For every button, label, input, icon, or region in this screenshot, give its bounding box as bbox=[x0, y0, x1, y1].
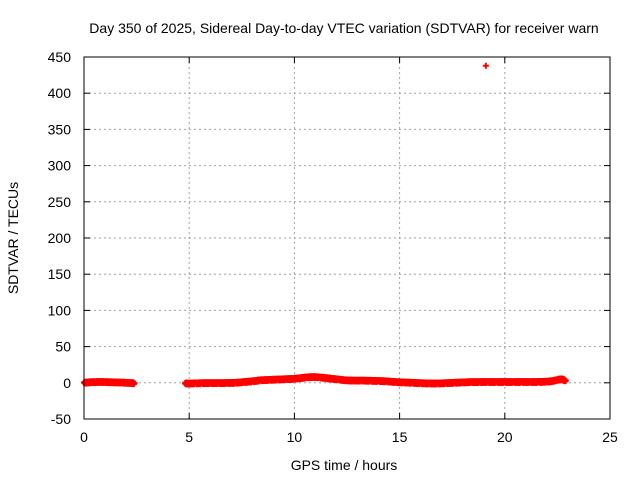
y-axis-label: SDTVAR / TECUs bbox=[5, 182, 21, 294]
y-tick-label: 0 bbox=[63, 375, 71, 391]
y-tick-label: 250 bbox=[48, 194, 72, 210]
y-tick-label: 300 bbox=[48, 158, 72, 174]
y-tick-label: 50 bbox=[55, 339, 71, 355]
chart-title: Day 350 of 2025, Sidereal Day-to-day VTE… bbox=[89, 20, 598, 36]
x-tick-label: 5 bbox=[185, 429, 193, 445]
grid bbox=[84, 57, 610, 419]
data-point bbox=[131, 380, 138, 387]
y-tick-label: -50 bbox=[51, 411, 71, 427]
y-tick-label: 400 bbox=[48, 85, 72, 101]
x-tick-label: 20 bbox=[497, 429, 513, 445]
data-points bbox=[81, 62, 569, 388]
y-tick-label: 150 bbox=[48, 266, 72, 282]
x-tick-label: 0 bbox=[80, 429, 88, 445]
y-tick-label: 100 bbox=[48, 302, 72, 318]
x-axis-label: GPS time / hours bbox=[291, 457, 398, 473]
x-tick-label: 15 bbox=[392, 429, 408, 445]
axis-ticks: 0 5 10 15 20 25 -50 0 50 100 150 200 250 300 350 400 450 bbox=[48, 49, 618, 445]
data-point bbox=[562, 377, 569, 384]
y-tick-label: 350 bbox=[48, 121, 72, 137]
y-tick-label: 450 bbox=[48, 49, 72, 65]
x-tick-label: 10 bbox=[287, 429, 303, 445]
y-tick-label: 200 bbox=[48, 230, 72, 246]
plot-frame bbox=[83, 56, 611, 420]
x-tick-label: 25 bbox=[602, 429, 618, 445]
data-point bbox=[482, 62, 489, 69]
